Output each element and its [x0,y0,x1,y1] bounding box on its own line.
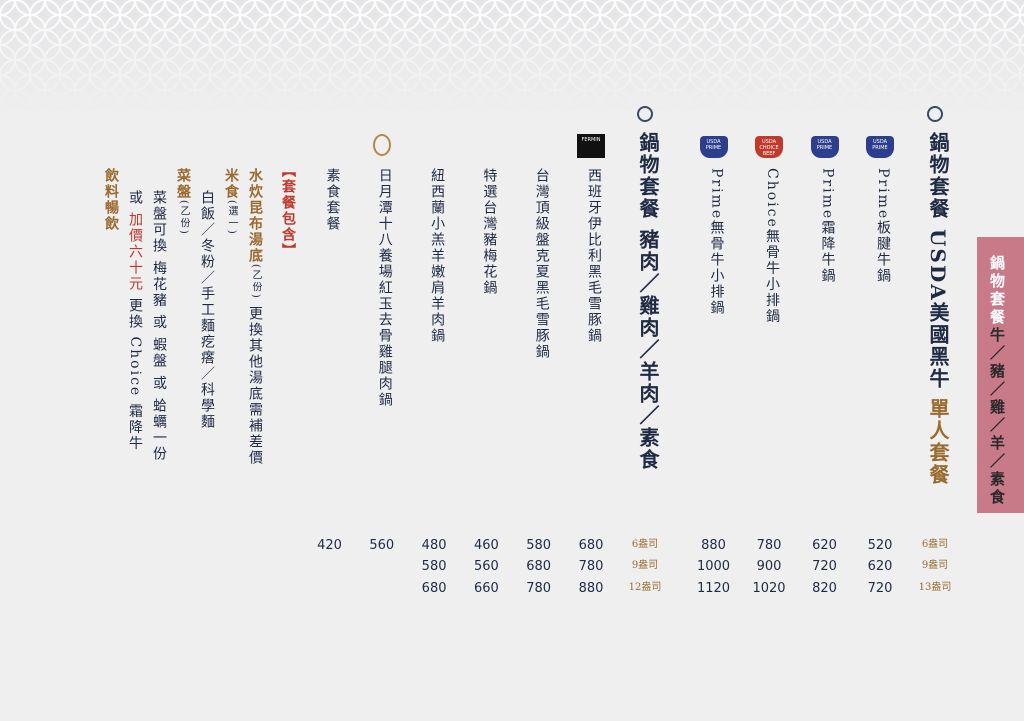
price: 780 [578,559,604,574]
size-label: 9盎司 [921,560,949,571]
include-line: 飲料暢飲 [98,168,119,232]
farm-icon [372,134,391,156]
item-name: 素食套餐 [320,168,341,232]
price: 580 [526,538,552,553]
price: 660 [473,581,499,596]
section-title-text: 鍋物套餐 豬肉／雞肉／羊肉／素食 [636,132,660,471]
item-name: Prime霜降牛鍋 [815,168,836,285]
section-tag: 單人套餐 [926,397,950,486]
include-qty: (乙份) [178,200,189,236]
brand-badge: USDA PRIME [699,136,728,158]
include-detail: 菜盤可換 梅花豬 或 蝦盤 或 蛤蠣一份 [146,190,167,463]
item-name: Prime板腱牛鍋 [870,168,891,285]
include-line: 水炊昆布湯底(乙份) 更換其他湯底需補差價 [242,168,263,466]
include-qty: (乙份) [250,264,261,300]
item-name: 台灣頂級盤克夏黑毛雪豚鍋 [529,168,550,360]
price: 820 [812,581,837,596]
size-label: 9盎司 [631,560,659,571]
item-name-text: Prime板腱牛鍋 [875,168,891,285]
item-name-text: 素食套餐 [324,168,341,232]
item-name: 紐西蘭小羔羊嫩肩羊肉鍋 [424,168,446,344]
price: 1000 [696,559,731,574]
price: 560 [369,538,395,553]
item-name-text: Prime霜降牛鍋 [819,168,836,285]
section-title-text: 鍋物套餐 USDA美國黑牛 [926,132,950,390]
include-qty: (選一) [226,200,237,236]
item-name: Choice無骨牛小排鍋 [759,168,780,325]
item-name-text: Choice無骨牛小排鍋 [764,168,780,325]
pattern-band [0,0,1024,112]
include-detail-text: 白飯／冬粉／手工麵疙瘩／科學麵 [199,190,215,430]
price: 580 [421,559,447,574]
include-label: 飲料暢飲 [103,168,119,232]
include-addon: 或加價六十元更換 Choice 霜降牛 [122,190,143,452]
price: 1020 [752,581,786,596]
price: 720 [812,559,837,574]
price: 460 [473,538,499,553]
item-name-text: 台灣頂級盤克夏黑毛雪豚鍋 [533,168,550,360]
price: 420 [317,538,342,553]
tab-title: 鍋物套餐 [988,255,1006,327]
include-text: 更換其他湯底需補差價 [247,305,263,466]
price: 780 [526,581,552,596]
price: 780 [756,538,782,553]
item-name: Prime無骨牛小排鍋 [704,168,725,317]
brand-badge: USDA PRIME [866,136,894,158]
section-icon [927,106,943,122]
price: 1120 [696,581,731,596]
item-name: 西班牙伊比利黑毛雪豚鍋 [581,168,602,344]
price: 680 [421,581,447,596]
includes-title-text: 【套餐包含】 [280,163,296,259]
size-label: 6盎司 [921,539,949,550]
item-name: 特選台灣豬梅花鍋 [476,168,498,296]
price: 620 [867,559,893,574]
section-title: 鍋物套餐 豬肉／雞肉／羊肉／素食 [632,132,660,471]
item-name-text: 紐西蘭小羔羊嫩肩羊肉鍋 [429,168,446,344]
price: 560 [473,559,499,574]
brand-badge: USDA PRIME [810,136,839,158]
brand-badge: USDA CHOICE BEEF [755,136,783,158]
price: 620 [812,538,837,553]
include-line: 菜盤(乙份) [170,168,191,236]
includes-title: 【套餐包含】 [275,163,296,259]
section-title: 鍋物套餐 USDA美國黑牛單人套餐 [922,132,950,486]
size-label: 13盎司 [918,582,952,593]
size-label: 6盎司 [631,539,659,550]
addon-highlight: 加價六十元 [127,212,143,292]
item-name-text: 特選台灣豬梅花鍋 [481,168,498,296]
include-label: 菜盤 [175,168,191,200]
item-name-text: Prime無骨牛小排鍋 [708,168,725,317]
item-name-text: 日月潭十八養場紅玉去骨雞腿肉鍋 [376,168,393,408]
price: 880 [701,538,726,553]
brand-badge: FERMIN [577,134,605,158]
size-label: 12盎司 [628,582,662,593]
category-tab: 鍋物套餐牛／豬／雞／羊／素食 [977,237,1024,513]
tab-text: 鍋物套餐牛／豬／雞／羊／素食 [988,255,1006,507]
price: 480 [421,538,447,553]
price: 880 [578,581,604,596]
price: 720 [867,581,893,596]
addon-prefix: 或 [127,190,143,206]
include-line: 米食(選一) [218,168,239,236]
section-icon [637,106,653,122]
include-label: 米食 [223,168,239,200]
item-name-text: 西班牙伊比利黑毛雪豚鍋 [586,168,602,344]
include-detail-text: 菜盤可換 梅花豬 或 蝦盤 或 蛤蠣一份 [151,190,167,463]
price: 680 [578,538,604,553]
price: 520 [867,538,893,553]
price: 900 [756,559,782,574]
price: 680 [526,559,552,574]
addon-text: 更換 Choice 霜降牛 [127,298,143,452]
include-label: 水炊昆布湯底 [247,168,263,264]
tab-subtitle: 牛／豬／雞／羊／素食 [988,327,1006,507]
item-name: 日月潭十八養場紅玉去骨雞腿肉鍋 [372,168,393,408]
include-detail: 白飯／冬粉／手工麵疙瘩／科學麵 [194,190,215,430]
